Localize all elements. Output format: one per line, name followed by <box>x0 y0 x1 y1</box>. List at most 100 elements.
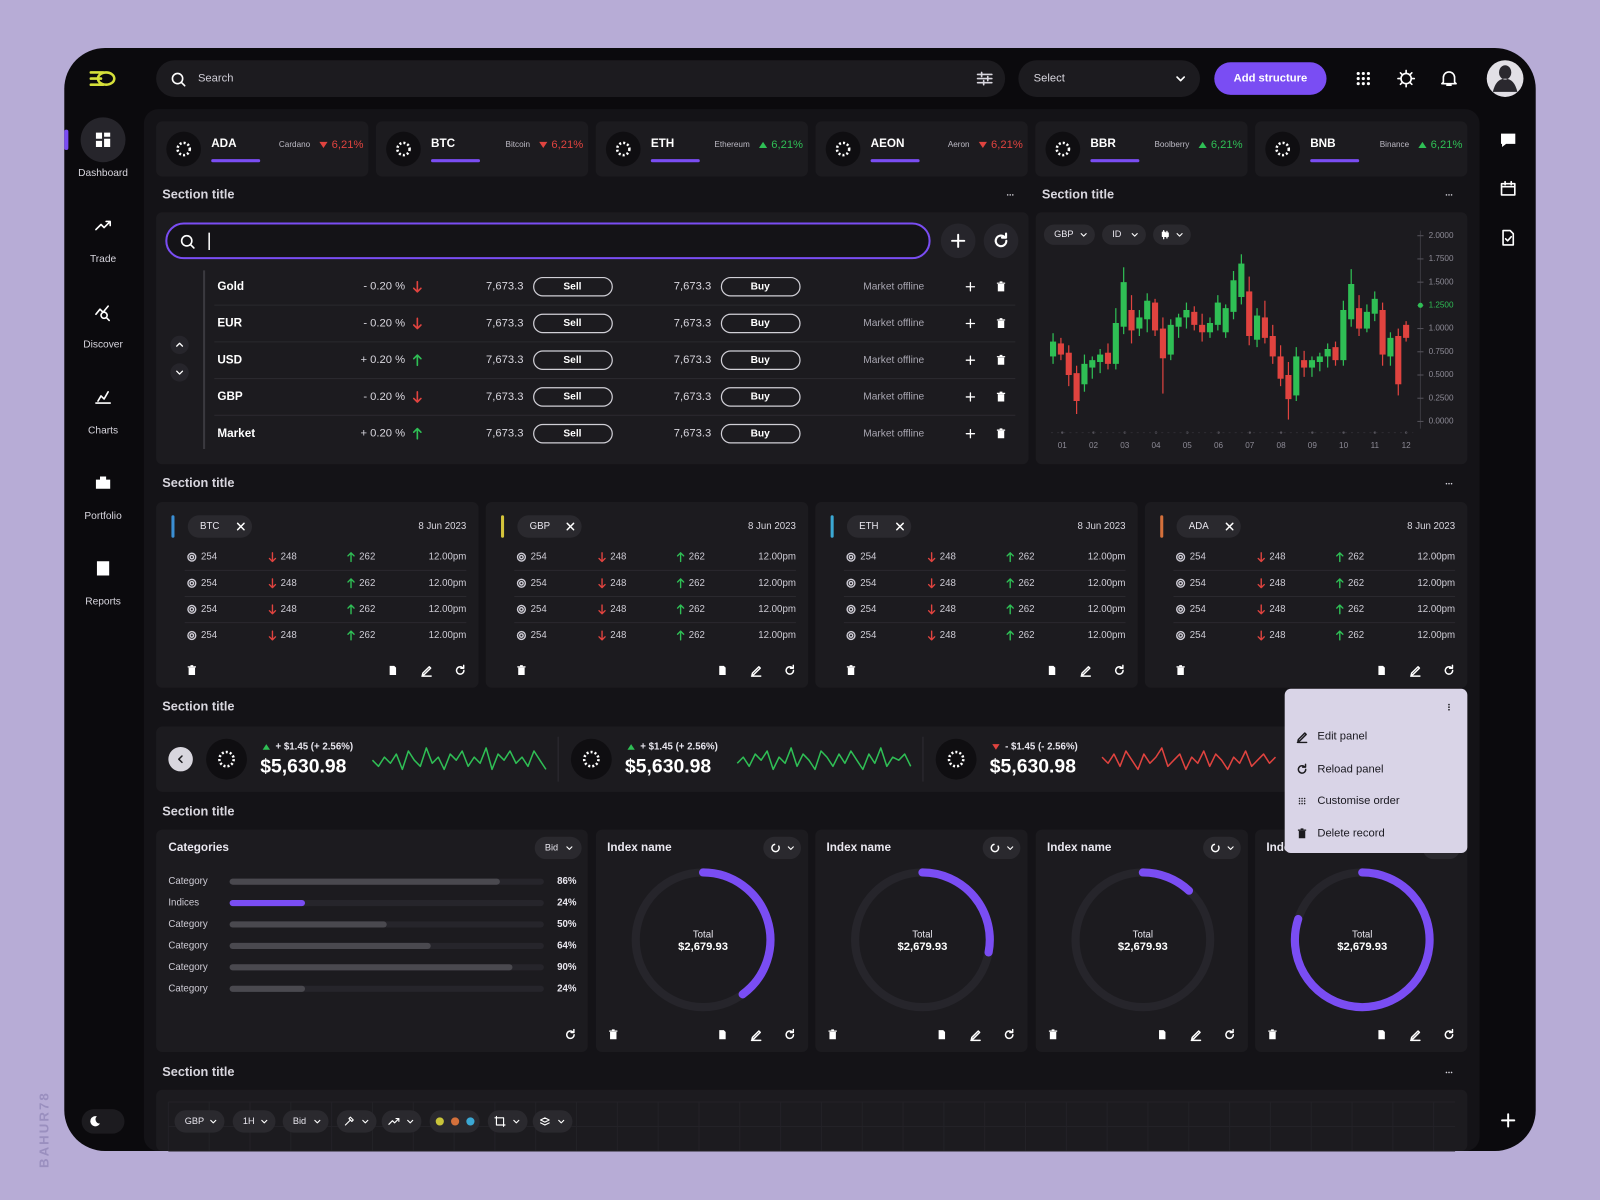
ticker-card[interactable] <box>815 121 1028 177</box>
high-arrow <box>1006 578 1014 589</box>
x-tick-label: 10 <box>1339 441 1349 450</box>
sell-button[interactable] <box>533 313 613 334</box>
toolbar-tool[interactable] <box>487 1110 528 1133</box>
scroll-down-icon <box>176 370 184 375</box>
x-tick-label: 09 <box>1308 441 1318 450</box>
watchlist-high: 262 <box>1018 552 1034 563</box>
low-arrow <box>927 604 936 615</box>
donut-control-chevron <box>1007 846 1014 850</box>
buy-price: 7,673.3 <box>674 354 711 366</box>
donut-control[interactable] <box>1203 836 1241 860</box>
nav-label[interactable]: Discover <box>83 340 123 351</box>
remove-icon <box>566 522 575 531</box>
instrument-change: + 0.20 % <box>360 354 405 366</box>
toolbar-tool[interactable] <box>381 1110 422 1133</box>
scroll-down[interactable] <box>170 363 189 382</box>
sell-label: Sell <box>563 392 581 403</box>
nav-label[interactable]: Trade <box>90 254 117 265</box>
coin-icon <box>1265 131 1300 167</box>
watchlist-symbol: GBP <box>530 521 550 532</box>
nav-active-bg <box>80 117 126 163</box>
toolbar-pill[interactable] <box>232 1110 276 1133</box>
menu-item[interactable]: Customise order <box>1317 795 1400 807</box>
buy-price: 7,673.3 <box>674 281 711 293</box>
watchlist-value: 254 <box>201 604 218 615</box>
value-icon <box>516 630 527 641</box>
doc-icon <box>719 1030 726 1040</box>
ticker-card[interactable] <box>375 121 589 177</box>
toolbar-tool[interactable] <box>532 1110 573 1133</box>
prev-button[interactable] <box>168 746 193 772</box>
theme-toggle[interactable] <box>81 1109 125 1134</box>
ticker-card[interactable] <box>1255 121 1468 177</box>
market-search[interactable] <box>165 222 931 260</box>
nav-label[interactable]: Charts <box>88 425 118 436</box>
categories-chevron <box>566 846 573 850</box>
category-track <box>229 900 544 907</box>
high-arrow <box>1336 578 1344 589</box>
buy-button[interactable] <box>720 313 801 334</box>
refresh-button[interactable] <box>983 223 1019 259</box>
sparkline <box>736 747 912 771</box>
watchlist-value: 254 <box>860 604 877 615</box>
nav-label[interactable]: Dashboard <box>78 168 128 179</box>
menu-item[interactable]: Delete record <box>1317 828 1384 840</box>
buy-label: Buy <box>751 392 771 403</box>
market-status: Market offline <box>863 318 924 329</box>
low-arrow <box>268 630 277 641</box>
watchlist-time: 12.00pm <box>1417 604 1455 615</box>
reload-icon <box>1004 1028 1014 1040</box>
sell-button[interactable] <box>533 423 613 444</box>
donut-control[interactable] <box>763 836 802 860</box>
y-tick-label: 0.7500 <box>1429 347 1454 356</box>
menu-item[interactable]: Edit panel <box>1317 731 1367 743</box>
sell-button[interactable] <box>533 276 613 297</box>
sell-button[interactable] <box>533 387 613 407</box>
chart-control[interactable] <box>1102 224 1146 245</box>
remove-icon <box>896 522 904 531</box>
row-add-icon <box>965 281 976 292</box>
apps-icon <box>1356 71 1370 86</box>
mover-icon <box>935 738 977 780</box>
watchlist-time: 12.00pm <box>1417 630 1455 641</box>
toolbar-pill[interactable] <box>174 1110 225 1133</box>
ticker-card[interactable] <box>1035 121 1248 177</box>
nav-label[interactable]: Reports <box>85 597 121 608</box>
ticker-card[interactable] <box>595 121 808 177</box>
scroll-up[interactable] <box>170 335 189 355</box>
sell-price: 7,673.3 <box>486 281 523 293</box>
ticker-symbol: ETH <box>651 137 674 150</box>
buy-button[interactable] <box>720 387 801 407</box>
select[interactable] <box>1018 60 1200 97</box>
watchlist-card <box>815 502 1138 688</box>
sell-button[interactable] <box>533 350 613 370</box>
chart-control[interactable] <box>1043 224 1095 245</box>
watchlist-high: 262 <box>359 578 375 589</box>
chart-type-control[interactable] <box>1153 224 1191 245</box>
buy-button[interactable] <box>720 423 801 444</box>
toolbar-tool[interactable] <box>336 1110 377 1133</box>
chart-control-chevron <box>1131 233 1138 237</box>
donut-arc <box>698 868 775 999</box>
search-bar[interactable] <box>156 60 1006 97</box>
ticker-card[interactable] <box>156 121 369 177</box>
menu-item[interactable]: Reload panel <box>1317 763 1383 775</box>
watchlist-high: 262 <box>1018 630 1034 641</box>
buy-button[interactable] <box>720 276 801 297</box>
nav-label[interactable]: Portfolio <box>84 511 122 522</box>
watchlist-accent <box>171 515 175 538</box>
ticker-direction <box>758 141 768 148</box>
categories-dropdown[interactable] <box>534 836 582 860</box>
buy-button[interactable] <box>720 350 801 370</box>
add-structure-button[interactable] <box>1214 62 1327 95</box>
donut-total-label: Total <box>912 929 932 940</box>
filter-icon <box>976 71 993 86</box>
category-bar <box>229 985 306 992</box>
toolbar-pill[interactable] <box>282 1110 329 1133</box>
nav-icon <box>95 476 111 489</box>
mover-price: $5,630.98 <box>990 755 1076 777</box>
x-tick-label: 12 <box>1402 441 1412 450</box>
row-delete-icon <box>996 281 1006 292</box>
donut-control[interactable] <box>982 836 1021 860</box>
watchlist-low: 248 <box>610 604 626 615</box>
